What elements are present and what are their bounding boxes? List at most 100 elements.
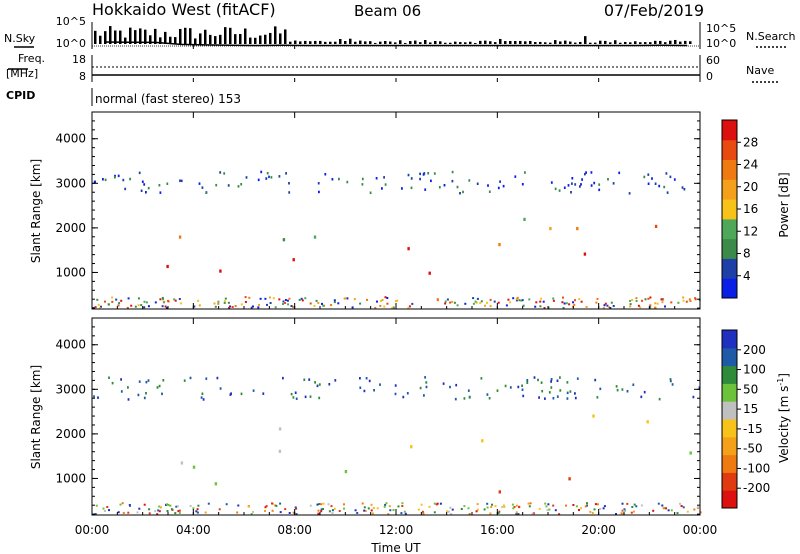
cpid-strip: CPID normal (fast stereo) 153 <box>6 88 241 106</box>
nsky-bar <box>599 40 602 44</box>
nsky-bar <box>194 38 197 44</box>
nsky-bar <box>589 42 592 44</box>
data-cell <box>320 503 323 506</box>
data-cell <box>651 177 653 180</box>
nsky-bar <box>539 41 542 44</box>
data-cell <box>166 182 169 185</box>
data-cell <box>681 186 684 189</box>
data-cell <box>632 510 635 513</box>
nsky-bar <box>139 28 142 44</box>
data-cell <box>322 508 324 510</box>
data-cell <box>584 505 587 508</box>
data-cell <box>223 300 226 303</box>
power-ylabel: Slant Range [km] <box>29 159 43 263</box>
data-cell <box>284 508 287 511</box>
data-cell <box>631 299 634 301</box>
data-cell <box>532 512 535 515</box>
data-cell <box>559 389 562 392</box>
nsky-bar <box>549 42 552 44</box>
data-cell <box>383 305 386 308</box>
data-cell <box>145 392 147 395</box>
freq-unit-label: [MHz] <box>6 67 38 80</box>
data-cell <box>154 301 157 304</box>
data-cell <box>408 305 411 308</box>
data-cell <box>644 298 647 301</box>
data-cell <box>218 508 221 511</box>
data-cell <box>661 301 664 304</box>
data-cell <box>374 306 377 309</box>
data-cell <box>545 505 548 508</box>
nsky-bar <box>294 40 297 44</box>
data-cell <box>542 300 545 303</box>
colorbar-tick-label: 100 <box>743 363 766 377</box>
data-cell <box>502 184 505 188</box>
nsky-bar <box>124 37 127 44</box>
data-cell <box>568 303 571 306</box>
data-cell <box>540 297 543 300</box>
data-cell <box>480 300 483 303</box>
data-cell <box>189 376 192 380</box>
data-cell <box>586 504 588 507</box>
data-cell <box>381 299 384 301</box>
data-cell <box>491 503 493 506</box>
xtick-label: 00:00 <box>683 523 718 537</box>
data-cell <box>543 307 546 309</box>
nsky-bar <box>639 42 642 44</box>
colorbar-swatch <box>722 278 737 299</box>
data-cell <box>558 513 561 516</box>
data-cell <box>359 302 362 305</box>
data-cell <box>337 302 340 305</box>
data-cell <box>334 379 337 382</box>
data-cell <box>264 510 266 512</box>
data-cell <box>444 302 447 305</box>
data-cell <box>669 175 672 179</box>
data-cell <box>554 509 557 512</box>
data-cell <box>512 507 515 510</box>
data-cell <box>498 490 501 494</box>
data-cell <box>284 299 287 301</box>
data-cell <box>493 300 496 303</box>
data-cell <box>147 186 150 190</box>
data-cell <box>129 504 131 507</box>
data-cell <box>463 505 466 508</box>
power-panel: 1000 2000 3000 4000 Slant Range [km] 4 8 12 16… <box>29 111 791 310</box>
nsky-bar <box>254 37 257 44</box>
data-cell <box>173 298 176 301</box>
data-cell <box>161 392 163 396</box>
beam-label: Beam 06 <box>354 2 421 20</box>
data-cell <box>486 502 489 505</box>
data-cell <box>633 503 636 506</box>
data-cell <box>94 513 97 515</box>
nsky-bar <box>449 42 452 44</box>
data-cell <box>141 180 144 183</box>
data-cell <box>295 397 298 400</box>
data-cell <box>515 511 518 514</box>
data-cell <box>635 297 638 300</box>
data-cell <box>145 301 148 304</box>
data-cell <box>262 392 265 395</box>
data-cell <box>550 386 553 389</box>
nsky-bar <box>664 42 667 44</box>
data-cell <box>343 507 345 510</box>
data-cell <box>219 171 222 174</box>
data-cell <box>108 376 110 379</box>
nsearch-ytick-bottom: 10^0 <box>706 37 736 50</box>
nsky-bar <box>189 28 192 44</box>
data-cell <box>455 383 458 387</box>
power-colorbar-label: Power [dB] <box>777 172 791 237</box>
data-cell <box>309 302 312 305</box>
data-cell <box>512 297 515 300</box>
data-cell <box>145 191 147 194</box>
nsky-bar <box>484 40 487 44</box>
colorbar-swatch <box>722 419 737 438</box>
data-cell <box>640 504 643 507</box>
data-cell <box>270 176 273 179</box>
data-cell <box>419 386 422 390</box>
data-cell <box>586 502 588 505</box>
data-cell <box>308 378 311 381</box>
data-cell <box>94 306 97 309</box>
data-cell <box>351 306 354 309</box>
data-cell <box>547 503 550 506</box>
data-cell <box>507 298 510 301</box>
nsky-bar <box>409 41 412 44</box>
